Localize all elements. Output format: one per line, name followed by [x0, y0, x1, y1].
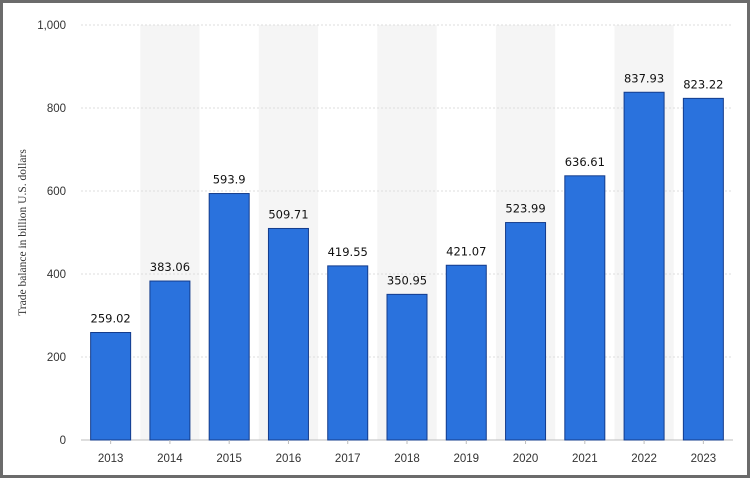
y-tick-label: 800	[47, 103, 66, 115]
x-tick-label: 2013	[98, 453, 124, 465]
x-tick-label: 2023	[691, 453, 717, 465]
y-tick-label: 0	[60, 435, 66, 447]
bar-2020	[505, 222, 547, 441]
x-tick-label: 2022	[631, 453, 657, 465]
bar-chart: 0 200 400 600 800 1,000 259.02 2013 383.06 2014 59…	[17, 20, 733, 465]
y-tick-label: 400	[47, 269, 66, 281]
bar-2015	[208, 193, 250, 441]
y-axis-title: Trade balance in billion U.S. dollars	[17, 149, 29, 316]
bar-2023	[682, 97, 724, 441]
x-tick-label: 2018	[394, 453, 420, 465]
x-tick-label: 2014	[157, 453, 183, 465]
data-label-2022: 837.93	[624, 71, 664, 85]
x-tick-label: 2016	[276, 453, 302, 465]
data-label-2013: 259.02	[91, 312, 131, 326]
bar-2017	[327, 265, 369, 441]
x-tick-label: 2015	[216, 453, 242, 465]
bar-2021	[564, 175, 606, 441]
bar-2013	[90, 332, 132, 441]
x-tick-label: 2020	[513, 453, 539, 465]
y-tick-label: 1,000	[37, 20, 66, 32]
data-label-2020: 523.99	[505, 202, 545, 216]
data-label-2016: 509.71	[268, 207, 308, 221]
x-tick-label: 2021	[572, 453, 598, 465]
x-tick-label: 2017	[335, 453, 361, 465]
bar-2018	[386, 293, 428, 441]
data-label-2017: 419.55	[328, 245, 368, 259]
y-tick-label: 600	[47, 186, 66, 198]
data-label-2023: 823.22	[683, 77, 723, 91]
y-tick-label: 200	[47, 352, 66, 364]
data-label-2018: 350.95	[387, 273, 427, 287]
data-label-2021: 636.61	[565, 155, 605, 169]
data-label-2014: 383.06	[150, 260, 190, 274]
bar-2019	[445, 264, 487, 441]
bar-2016	[267, 227, 309, 441]
data-label-2019: 421.07	[446, 244, 486, 258]
x-tick-label: 2019	[453, 453, 479, 465]
bar-2014	[149, 280, 191, 441]
bar-2022	[623, 91, 665, 441]
data-label-2015: 593.9	[213, 173, 246, 187]
